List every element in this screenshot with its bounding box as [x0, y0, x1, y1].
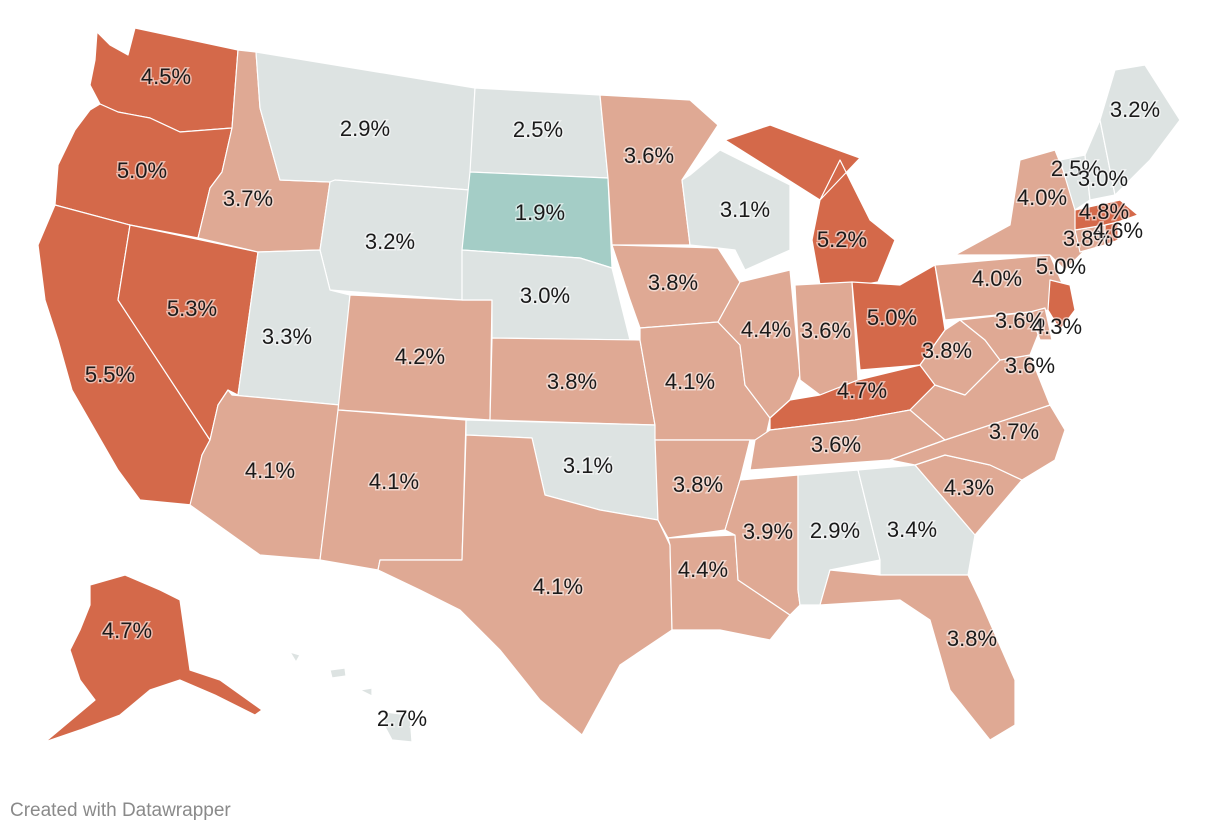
state-label-ms: 3.9% — [743, 519, 793, 544]
state-label-ia: 3.8% — [648, 270, 698, 295]
state-label-oh: 5.0% — [867, 305, 917, 330]
state-tx — [377, 434, 673, 736]
state-ma — [1074, 199, 1139, 231]
state-label-or: 5.0% — [117, 158, 167, 183]
state-label-ky: 4.7% — [837, 378, 887, 403]
state-label-mn: 3.6% — [624, 143, 674, 168]
state-fl — [819, 569, 1016, 741]
state-label-tn: 3.6% — [811, 432, 861, 457]
state-label-ct: 3.8% — [1063, 226, 1113, 251]
state-label-in: 3.6% — [801, 318, 851, 343]
state-label-ok: 3.1% — [563, 453, 613, 478]
state-label-nm: 4.1% — [369, 469, 419, 494]
state-labels: 4.5% 5.0% 5.5% 5.3% 3.7% 2.9% 3.2% 3.3% 4.1% 4.2%… — [83, 62, 1161, 732]
state-label-wv: 3.8% — [922, 338, 972, 363]
state-label-wi: 3.1% — [720, 197, 770, 222]
state-label-ny: 4.0% — [1017, 185, 1067, 210]
state-label-ne: 3.0% — [520, 283, 570, 308]
state-label-nc: 3.7% — [989, 419, 1039, 444]
state-label-nj: 5.0% — [1036, 254, 1086, 279]
state-label-ak: 4.7% — [102, 618, 152, 643]
state-label-nd: 2.5% — [513, 117, 563, 142]
state-label-nh: 3.0% — [1078, 166, 1128, 191]
state-label-la: 4.4% — [678, 557, 728, 582]
state-mi — [724, 124, 896, 286]
state-label-al: 2.9% — [810, 518, 860, 543]
state-label-az: 4.1% — [245, 458, 295, 483]
state-label-va: 3.6% — [1005, 353, 1055, 378]
state-label-sd: 1.9% — [515, 200, 565, 225]
state-label-hi: 2.7% — [377, 706, 427, 731]
state-label-ca: 5.5% — [85, 362, 135, 387]
state-label-mt: 2.9% — [340, 116, 390, 141]
state-label-wy: 3.2% — [365, 229, 415, 254]
state-label-sc: 4.3% — [944, 475, 994, 500]
state-wi — [681, 149, 791, 271]
state-label-fl: 3.8% — [947, 626, 997, 651]
state-label-me: 3.2% — [1110, 97, 1160, 122]
state-label-co: 4.2% — [395, 344, 445, 369]
state-label-vt: 2.5% — [1051, 156, 1101, 181]
state-label-il: 4.4% — [741, 317, 791, 342]
state-shapes — [37, 27, 1181, 743]
state-de — [1029, 307, 1053, 341]
state-label-ks: 3.8% — [547, 369, 597, 394]
state-label-tx: 4.1% — [533, 574, 583, 599]
state-me — [1099, 64, 1181, 196]
state-label-pa: 4.0% — [972, 266, 1022, 291]
state-label-ar: 3.8% — [673, 472, 723, 497]
state-hi — [289, 651, 413, 743]
state-label-ut: 3.3% — [262, 324, 312, 349]
state-label-ri: 4.6% — [1093, 218, 1143, 243]
state-label-id: 3.7% — [223, 186, 273, 211]
state-label-wa: 4.5% — [141, 64, 191, 89]
state-label-mi: 5.2% — [817, 227, 867, 252]
state-label-ma: 4.8% — [1079, 199, 1129, 224]
state-label-nv: 5.3% — [167, 296, 217, 321]
datawrapper-credit: Created with Datawrapper — [10, 800, 231, 821]
state-label-md: 3.6% — [995, 308, 1045, 333]
state-label-mo: 4.1% — [665, 369, 715, 394]
state-label-de: 4.3% — [1032, 314, 1082, 339]
state-ak — [44, 574, 263, 743]
state-nj — [1047, 279, 1076, 331]
state-label-ga: 3.4% — [887, 517, 937, 542]
